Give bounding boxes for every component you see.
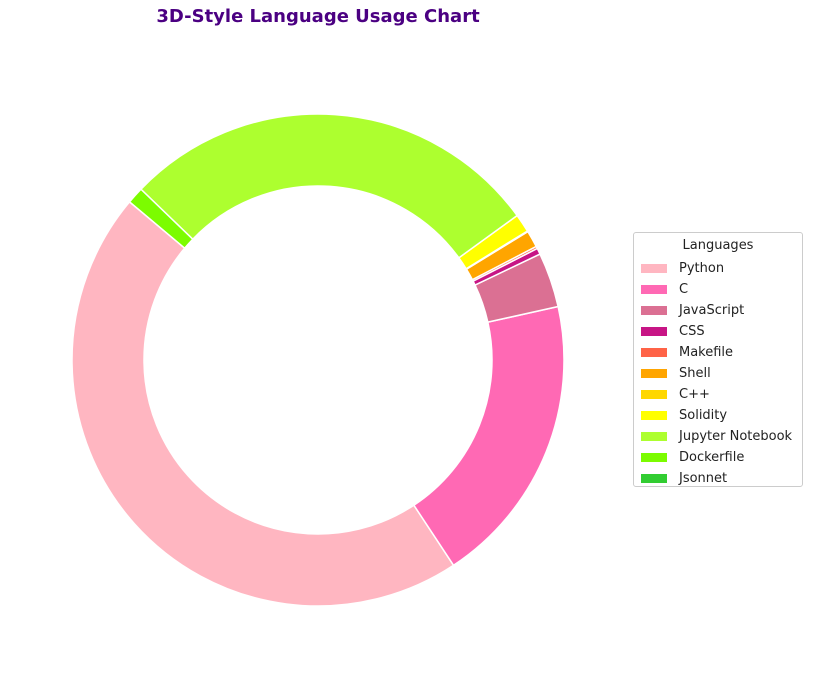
legend-label: C++ xyxy=(679,387,710,402)
legend-item: C xyxy=(634,279,802,300)
legend-item: Python xyxy=(634,258,802,279)
slice-python xyxy=(71,200,455,607)
legend-label: Makefile xyxy=(679,345,734,360)
legend-item: Solidity xyxy=(634,405,802,426)
legend-swatch xyxy=(641,369,667,378)
legend-label: CSS xyxy=(679,324,705,339)
legend-item: Dockerfile xyxy=(634,447,802,468)
legend-item: Jsonnet xyxy=(634,468,802,489)
legend-swatch xyxy=(641,285,667,294)
legend-label: Jsonnet xyxy=(679,471,728,486)
legend-label: Jupyter Notebook xyxy=(679,429,793,444)
legend-swatch xyxy=(641,411,667,420)
legend-swatch xyxy=(641,474,667,483)
legend-title: Languages xyxy=(682,238,754,253)
legend-label: Dockerfile xyxy=(679,450,745,465)
legend-swatch xyxy=(641,453,667,462)
chart-title: 3D-Style Language Usage Chart xyxy=(156,6,480,27)
legend-item: JavaScript xyxy=(634,300,802,321)
legend-label: Python xyxy=(679,261,725,276)
legend-swatch xyxy=(641,306,667,315)
slice-jupyter-notebook xyxy=(139,113,519,259)
legend-item: CSS xyxy=(634,321,802,342)
slice-dockerfile xyxy=(128,188,194,250)
legend-swatch xyxy=(641,390,667,399)
donut-chart xyxy=(71,113,565,607)
legend-item: Jupyter Notebook xyxy=(634,426,802,447)
donut-slices xyxy=(71,113,565,607)
legend-label: Solidity xyxy=(679,408,728,423)
legend-item: C++ xyxy=(634,384,802,405)
legend-item: Shell xyxy=(634,363,802,384)
legend-swatch xyxy=(641,348,667,357)
legend-items: Python C JavaScript CSS Makefile Shell C++ Soli… xyxy=(634,258,802,489)
legend-label: JavaScript xyxy=(679,303,745,318)
legend-item: Makefile xyxy=(634,342,802,363)
legend-swatch xyxy=(641,264,667,273)
legend: Languages Python C JavaScript CSS Makefile Sh… xyxy=(633,232,803,487)
slice-c xyxy=(412,305,565,567)
legend-swatch xyxy=(641,327,667,336)
legend-label: C xyxy=(679,282,689,297)
legend-label: Shell xyxy=(679,366,711,381)
legend-swatch xyxy=(641,432,667,441)
